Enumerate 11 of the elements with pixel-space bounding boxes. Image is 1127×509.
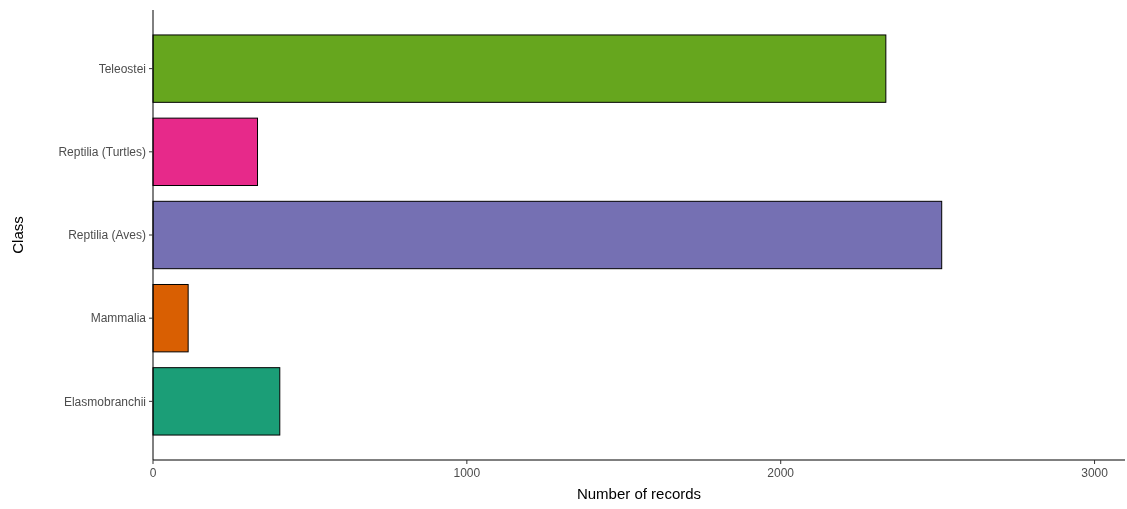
y-tick-label: Teleostei	[98, 61, 146, 76]
y-tick-label: Elasmobranchii	[63, 394, 146, 409]
x-axis-title: Number of records	[576, 485, 702, 502]
x-tick-label: 2000	[767, 466, 795, 480]
x-tick-label: 0	[149, 466, 157, 480]
x-tick-label: 3000	[1081, 466, 1109, 480]
y-tick-label: Reptilia (Aves)	[68, 228, 146, 243]
y-tick-label: Reptilia (Turtles)	[58, 145, 146, 160]
y-tick-label: Mammalia	[90, 311, 147, 326]
x-tick-label: 1000	[453, 466, 481, 480]
y-axis-title: Class	[9, 216, 26, 254]
